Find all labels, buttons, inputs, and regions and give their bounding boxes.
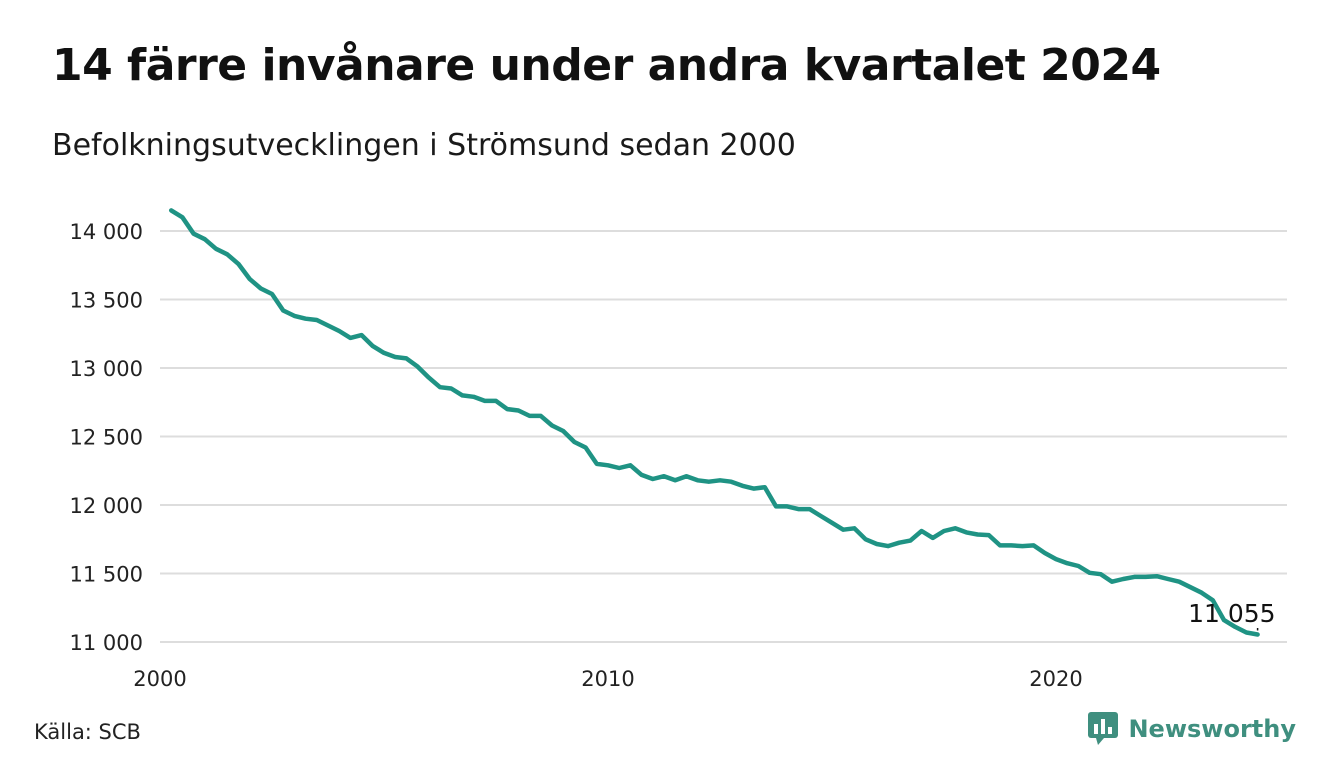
y-tick-label: 12 000	[70, 494, 143, 518]
x-axis-labels: 2000 2010 2020	[133, 667, 1082, 691]
newsworthy-logo-icon	[1088, 712, 1119, 745]
chart-title: 14 färre invånare under andra kvartalet …	[52, 40, 1161, 91]
annotation-layer: 11 055	[1188, 599, 1276, 631]
series-line-population	[168, 208, 1260, 637]
y-tick-label: 11 500	[70, 563, 143, 587]
brand-name: Newsworthy	[1128, 715, 1296, 743]
x-tick-label: 2020	[1029, 667, 1082, 691]
y-tick-label: 13 000	[70, 357, 143, 381]
brand-logo[interactable]: Newsworthy	[1088, 712, 1296, 746]
y-tick-label: 11 000	[70, 631, 143, 655]
y-tick-label: 14 000	[70, 220, 143, 244]
series-layer	[168, 208, 1260, 637]
y-tick-label: 12 500	[70, 426, 143, 450]
source-note: Källa: SCB	[34, 720, 141, 744]
x-tick-label: 2010	[581, 667, 634, 691]
y-tick-label: 13 500	[70, 289, 143, 313]
grid-lines	[160, 230, 1287, 643]
end-value-label: 11 055	[1188, 599, 1275, 628]
y-axis-labels: 11 000 11 500 12 000 12 500 13 000 13 500 14 0…	[70, 220, 143, 655]
chart-subtitle: Befolkningsutvecklingen i Strömsund seda…	[52, 128, 796, 163]
x-tick-label: 2000	[133, 667, 186, 691]
